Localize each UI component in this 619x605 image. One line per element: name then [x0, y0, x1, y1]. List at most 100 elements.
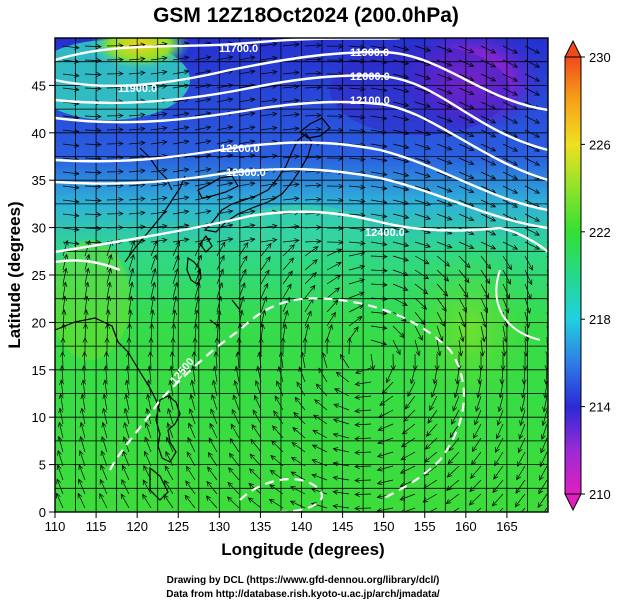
- wind-arrow: [429, 395, 438, 411]
- wind-arrow: [524, 59, 541, 68]
- wind-arrow: [458, 115, 475, 123]
- wind-arrow: [84, 156, 102, 162]
- wind-arrow: [169, 365, 175, 383]
- wind-arrow: [458, 143, 475, 151]
- wind-arrow: [311, 487, 328, 495]
- contour-label-12300: 12300.0: [226, 167, 266, 179]
- wind-arrow: [392, 115, 410, 122]
- wind-arrow: [84, 86, 102, 92]
- wind-arrow: [546, 129, 548, 131]
- wind-arrow: [290, 471, 306, 481]
- wind-arrow: [399, 465, 416, 474]
- wind-arrow: [524, 143, 541, 152]
- wind-arrow: [142, 493, 152, 509]
- wind-arrow: [150, 237, 168, 243]
- wind-arrow: [392, 213, 410, 220]
- wind-arrow: [326, 299, 339, 313]
- wind-arrow: [436, 143, 453, 151]
- wind-arrow: [80, 393, 86, 411]
- wind-arrow: [392, 199, 410, 206]
- wind-arrow: [400, 451, 416, 461]
- wind-arrow: [57, 421, 64, 439]
- wind-arrow: [143, 450, 152, 467]
- wind-arrow: [304, 70, 322, 76]
- wind-arrow: [100, 450, 108, 467]
- wind-arrow: [471, 437, 482, 453]
- wind-arrow: [524, 269, 533, 286]
- wind-arrow: [84, 142, 102, 148]
- wind-arrow: [452, 507, 460, 512]
- wind-arrow: [238, 139, 256, 145]
- wind-arrow: [187, 436, 196, 453]
- wind-arrow: [106, 155, 124, 161]
- wind-arrow: [524, 115, 541, 124]
- wind-arrow: [150, 223, 168, 229]
- contour-12400-east: [495, 269, 541, 341]
- wind-arrow: [164, 465, 174, 481]
- wind-arrow: [524, 213, 541, 222]
- wind-arrow: [84, 58, 102, 64]
- y-tick-label: 20: [32, 315, 46, 330]
- wind-arrow: [354, 491, 372, 497]
- wind-arrow: [128, 224, 146, 230]
- wind-arrow: [524, 73, 541, 82]
- wind-arrow: [332, 475, 350, 481]
- wind-arrow: [326, 248, 343, 257]
- wind-arrow: [458, 283, 469, 298]
- wind-arrow: [257, 351, 263, 369]
- y-axis-label: Latitude (degrees): [5, 201, 24, 348]
- x-tick-label: 130: [208, 519, 230, 534]
- wind-arrow: [378, 409, 394, 418]
- wind-arrow: [458, 129, 475, 137]
- wind-arrow: [150, 281, 157, 299]
- wind-arrow: [541, 409, 548, 427]
- wind-arrow: [498, 507, 504, 512]
- wind-arrow: [333, 403, 350, 411]
- x-tick-label: 150: [373, 519, 395, 534]
- wind-arrow: [128, 168, 146, 174]
- wind-arrow: [290, 456, 306, 467]
- wind-arrow: [168, 379, 174, 397]
- x-tick-label: 145: [332, 519, 354, 534]
- x-tick-label: 155: [414, 519, 436, 534]
- wind-arrow: [348, 184, 366, 190]
- wind-arrow: [354, 505, 372, 511]
- wind-arrow: [332, 489, 350, 495]
- wind-arrow: [543, 381, 548, 399]
- wind-arrow: [370, 143, 388, 149]
- wind-arrow: [260, 153, 278, 159]
- contour-12100: [55, 100, 548, 182]
- wind-arrow: [502, 45, 519, 54]
- wind-arrow: [128, 140, 146, 146]
- wind-arrow: [453, 381, 460, 399]
- wind-arrow: [519, 395, 526, 413]
- wind-arrow: [238, 111, 256, 117]
- colorbar-tick-label: 214: [589, 400, 611, 415]
- wind-arrow: [542, 395, 548, 413]
- wind-arrow: [106, 127, 124, 133]
- wind-arrow: [480, 325, 486, 343]
- wind-arrow: [370, 185, 388, 191]
- wind-arrow: [370, 59, 388, 65]
- wind-arrow: [480, 157, 497, 166]
- wind-arrow: [62, 44, 80, 50]
- wind-arrow: [128, 281, 134, 299]
- wind-arrow: [272, 425, 284, 439]
- colorbar-bottom-arrow: [564, 493, 582, 512]
- wind-arrow: [78, 450, 86, 467]
- wind-arrow: [82, 351, 88, 369]
- wind-arrow: [296, 381, 306, 397]
- wind-arrow: [546, 241, 548, 243]
- wind-arrow: [128, 56, 146, 62]
- wind-arrow: [167, 407, 174, 425]
- wind-arrow: [385, 367, 394, 384]
- wind-arrow: [229, 437, 240, 453]
- wind-arrow: [216, 237, 234, 243]
- wind-arrow: [80, 407, 86, 425]
- wind-arrow: [268, 499, 284, 509]
- wind-arrow: [282, 126, 300, 132]
- wind-arrow: [123, 421, 130, 439]
- wind-arrow: [84, 267, 90, 285]
- wind-arrow: [184, 494, 196, 509]
- wind-arrow: [260, 97, 278, 103]
